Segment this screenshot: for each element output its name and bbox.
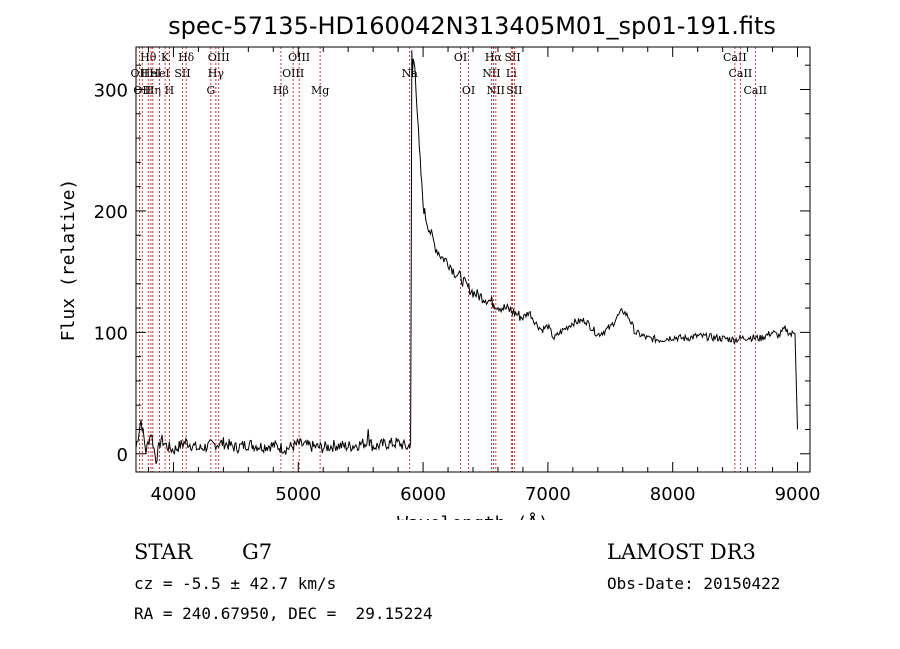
line-marker-label: H [165,84,175,97]
x-axis-label: Wavelength (Å) [397,512,549,520]
x-tick-label: 9000 [775,484,821,505]
object-class: STAR [134,540,193,564]
line-marker-label: Hδ [178,51,195,64]
flux-series-line [135,50,798,464]
redshift-readout: cz = -5.5 ± 42.7 km/s [134,574,337,593]
line-marker-label: SII [174,67,190,80]
line-marker-label: CaII [723,51,747,64]
spectrum-chart: spec-57135-HD160042N313405M01_sp01-191.f… [58,12,821,520]
line-marker-label: NII [482,67,500,80]
line-marker-label: CaII [729,67,753,80]
line-marker-label: Mg [311,84,329,97]
line-marker-label: OIII [288,51,310,64]
line-marker-label: Hη [145,84,161,97]
line-marker-label: OIII [282,67,304,80]
line-markers: OIIOIIHθHeIHηHeIKHSIIHδGHγOIIIHβOIIIOIII… [131,47,767,472]
x-tick-label: 7000 [525,484,571,505]
line-marker-label: HeI [149,67,169,80]
x-tick-label: 5000 [275,484,321,505]
chart-title: spec-57135-HD160042N313405M01_sp01-191.f… [168,12,776,40]
axes: 4000 5000 6000 7000 8000 9000 0 100 200 300 [94,47,821,505]
y-tick-label: 100 [94,323,128,344]
line-marker-label: SII [504,51,520,64]
line-marker-label: Li [506,67,517,80]
coordinates-readout: RA = 240.67950, DEC = 29.15224 [134,604,433,623]
y-tick-label: 300 [94,81,128,102]
line-marker-label: Hα [485,51,503,64]
y-tick-label: 200 [94,202,128,223]
series-group [135,50,798,464]
object-subclass: G7 [242,540,273,564]
x-tick-label: 6000 [400,484,446,505]
line-marker-label: G [206,84,215,97]
line-marker-label: OII [131,67,149,80]
line-marker-label: SII [506,84,522,97]
line-marker-label: OIII [208,51,230,64]
y-tick-label: 0 [117,445,128,466]
line-marker-label: K [161,51,170,64]
line-marker-label: HeI [141,67,161,80]
line-marker-label: Hθ [140,51,157,64]
line-marker-label: NII [487,84,505,97]
y-axis-label: Flux (relative) [58,179,79,342]
line-marker-label: CaII [743,84,767,97]
x-tick-label: 4000 [151,484,197,505]
line-marker-label: Hγ [208,67,225,80]
observation-date: Obs-Date: 20150422 [607,574,781,593]
survey-name: LAMOST DR3 [607,540,756,564]
line-marker-label: OI [454,51,467,64]
plot-frame [135,46,811,473]
x-tick-label: 8000 [650,484,696,505]
line-marker-label: Hβ [273,84,289,97]
line-marker-label: Na [402,67,419,80]
line-marker-label: OII [133,84,151,97]
line-marker-label: OI [462,84,475,97]
